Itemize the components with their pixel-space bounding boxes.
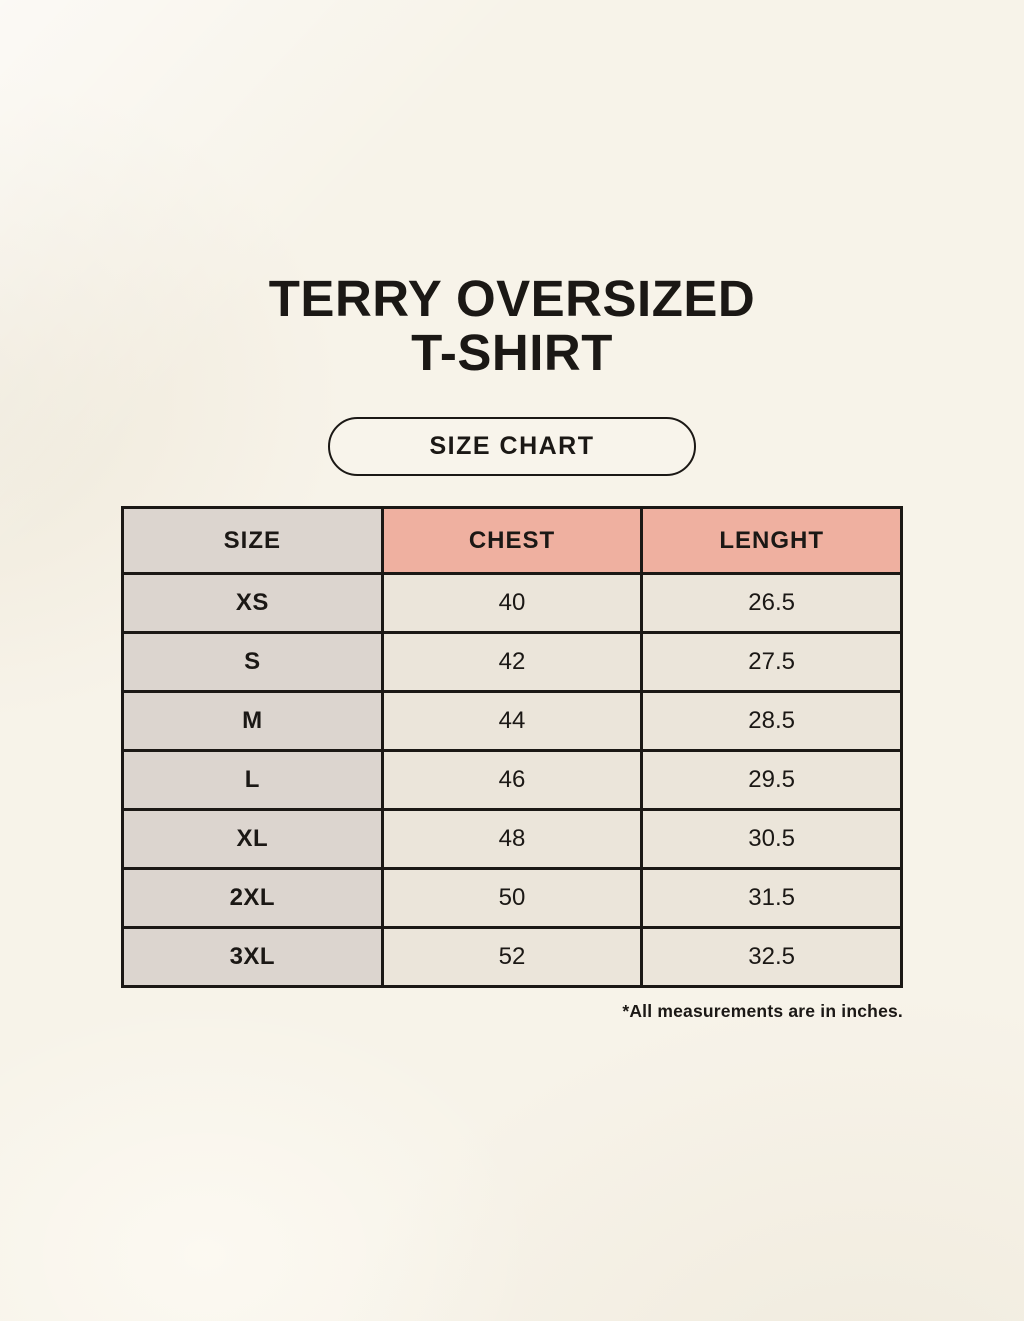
length-cell: 29.5: [640, 749, 903, 812]
table-row-3xl: 3XL 52 32.5: [121, 926, 903, 989]
measurements-footnote: *All measurements are in inches.: [622, 1001, 903, 1022]
size-table-container: SIZE CHEST LENGHT XS 40 26.5 S 42 27.5 M: [121, 506, 903, 989]
table-row-m: M 44 28.5: [121, 690, 903, 753]
chest-cell: 40: [380, 572, 644, 635]
chest-cell: 52: [380, 926, 644, 989]
chest-cell: 44: [380, 690, 644, 753]
table-row-xs: XS 40 26.5: [121, 572, 903, 635]
size-cell: XS: [121, 572, 384, 635]
size-table-body: XS 40 26.5 S 42 27.5 M 44 28.5 L 46: [121, 572, 903, 989]
size-cell: M: [121, 690, 384, 753]
length-cell: 28.5: [640, 690, 903, 753]
size-table-header: SIZE CHEST LENGHT: [121, 506, 903, 576]
length-cell: 32.5: [640, 926, 903, 989]
size-cell: L: [121, 749, 384, 812]
col-header-chest: CHEST: [380, 506, 644, 576]
page-title-line1: TERRY OVERSIZED: [268, 270, 756, 327]
length-cell: 27.5: [640, 631, 903, 694]
chest-cell: 46: [380, 749, 644, 812]
size-chart-badge[interactable]: SIZE CHART: [328, 417, 696, 477]
chest-cell: 42: [380, 631, 644, 694]
length-cell: 31.5: [640, 867, 903, 930]
size-chart-badge-label: SIZE CHART: [429, 432, 595, 461]
table-row-xl: XL 48 30.5: [121, 808, 903, 871]
table-row-2xl: 2XL 50 31.5: [121, 867, 903, 930]
chest-cell: 50: [380, 867, 644, 930]
size-cell: 3XL: [121, 926, 384, 989]
size-cell: XL: [121, 808, 384, 871]
length-cell: 30.5: [640, 808, 903, 871]
col-header-size: SIZE: [121, 506, 384, 576]
length-cell: 26.5: [640, 572, 903, 635]
size-cell: 2XL: [121, 867, 384, 930]
page-title-line2: T-SHIRT: [411, 323, 613, 381]
table-row-l: L 46 29.5: [121, 749, 903, 812]
size-table: SIZE CHEST LENGHT XS 40 26.5 S 42 27.5 M: [121, 506, 903, 989]
size-cell: S: [121, 631, 384, 694]
chest-cell: 48: [380, 808, 644, 871]
col-header-length: LENGHT: [640, 506, 903, 576]
table-row-s: S 42 27.5: [121, 631, 903, 694]
page-title: TERRY OVERSIZED T-SHIRT: [0, 0, 1024, 379]
header-row: SIZE CHEST LENGHT: [121, 506, 903, 576]
